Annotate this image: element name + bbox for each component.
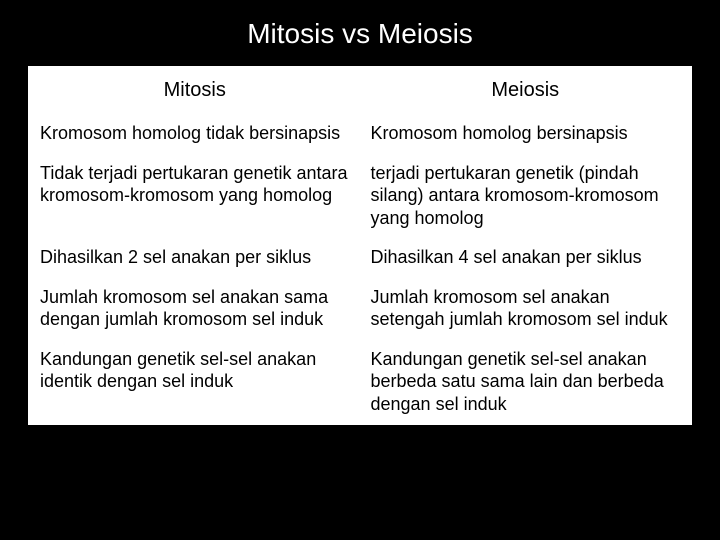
table-row: Jumlah kromosom sel anakan sama dengan j… (29, 277, 691, 339)
cell-meiosis: Jumlah kromosom sel anakan setengah juml… (360, 277, 691, 339)
cell-meiosis: Dihasilkan 4 sel anakan per siklus (360, 238, 691, 278)
cell-mitosis: Jumlah kromosom sel anakan sama dengan j… (29, 277, 360, 339)
cell-mitosis: Dihasilkan 2 sel anakan per siklus (29, 238, 360, 278)
col-header-mitosis: Mitosis (29, 67, 360, 114)
cell-mitosis: Kromosom homolog tidak bersinapsis (29, 114, 360, 154)
slide-container: Mitosis vs Meiosis Mitosis Meiosis Kromo… (0, 0, 720, 540)
table-row: Kandungan genetik sel-sel anakan identik… (29, 339, 691, 424)
col-header-meiosis: Meiosis (360, 67, 691, 114)
table-row: Kromosom homolog tidak bersinapsis Kromo… (29, 114, 691, 154)
cell-meiosis: terjadi pertukaran genetik (pindah silan… (360, 153, 691, 238)
table-row: Dihasilkan 2 sel anakan per siklus Dihas… (29, 238, 691, 278)
cell-meiosis: Kandungan genetik sel-sel anakan berbeda… (360, 339, 691, 424)
table-row: Tidak terjadi pertukaran genetik antara … (29, 153, 691, 238)
cell-meiosis: Kromosom homolog bersinapsis (360, 114, 691, 154)
cell-mitosis: Tidak terjadi pertukaran genetik antara … (29, 153, 360, 238)
cell-mitosis: Kandungan genetik sel-sel anakan identik… (29, 339, 360, 424)
table-header-row: Mitosis Meiosis (29, 67, 691, 114)
comparison-table: Mitosis Meiosis Kromosom homolog tidak b… (28, 66, 692, 425)
slide-title: Mitosis vs Meiosis (28, 18, 692, 50)
